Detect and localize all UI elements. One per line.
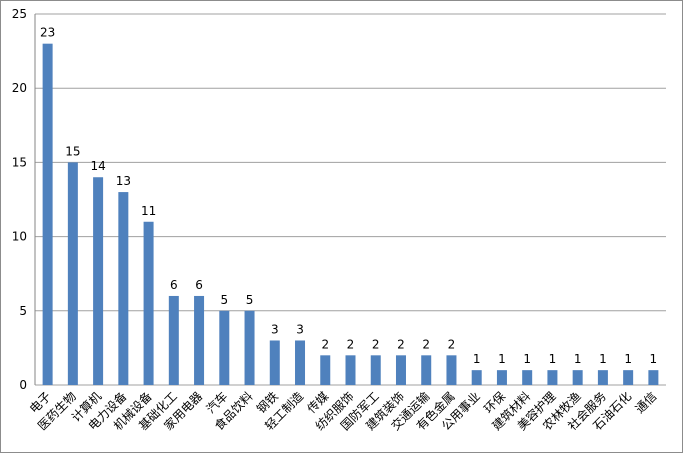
- value-label: 2: [372, 337, 380, 351]
- bar: [345, 355, 356, 385]
- bar: [471, 370, 482, 385]
- bar: [522, 370, 533, 385]
- bar: [421, 355, 432, 385]
- bar: [168, 295, 179, 385]
- value-label: 23: [40, 26, 55, 40]
- value-label: 6: [195, 278, 203, 292]
- bar: [269, 340, 280, 385]
- value-label: 3: [271, 322, 279, 336]
- bar: [648, 370, 659, 385]
- value-label: 1: [574, 352, 582, 366]
- value-label: 1: [498, 352, 506, 366]
- value-label: 2: [397, 337, 405, 351]
- value-label: 11: [141, 204, 156, 218]
- value-label: 2: [321, 337, 329, 351]
- value-label: 1: [523, 352, 531, 366]
- value-label: 3: [296, 322, 304, 336]
- bar: [295, 340, 306, 385]
- bar: [572, 370, 583, 385]
- bar: [67, 162, 78, 385]
- value-label: 6: [170, 278, 178, 292]
- y-tick-label: 0: [19, 378, 27, 392]
- y-tick-label: 15: [12, 155, 27, 169]
- value-label: 15: [65, 144, 80, 158]
- bar: [244, 310, 255, 385]
- bar: [118, 192, 129, 385]
- value-label: 5: [220, 293, 228, 307]
- value-label: 5: [246, 293, 254, 307]
- value-label: 2: [448, 337, 456, 351]
- bar: [597, 370, 608, 385]
- bar: [93, 177, 104, 385]
- value-label: 1: [473, 352, 481, 366]
- bar: [547, 370, 558, 385]
- bar: [219, 310, 230, 385]
- y-tick-label: 20: [12, 81, 27, 95]
- value-label: 1: [599, 352, 607, 366]
- bar: [446, 355, 457, 385]
- value-label: 14: [90, 159, 105, 173]
- y-tick-label: 25: [12, 7, 27, 21]
- bar: [143, 221, 154, 385]
- value-label: 1: [549, 352, 557, 366]
- bar: [496, 370, 507, 385]
- value-label: 1: [650, 352, 658, 366]
- bar: [395, 355, 406, 385]
- value-label: 2: [422, 337, 430, 351]
- y-tick-label: 5: [19, 304, 27, 318]
- bar: [194, 295, 205, 385]
- bar: [320, 355, 331, 385]
- value-label: 1: [624, 352, 632, 366]
- y-tick-label: 10: [12, 230, 27, 244]
- bar: [623, 370, 634, 385]
- bar: [370, 355, 381, 385]
- value-label: 2: [347, 337, 355, 351]
- bar: [42, 43, 53, 386]
- value-label: 13: [116, 174, 131, 188]
